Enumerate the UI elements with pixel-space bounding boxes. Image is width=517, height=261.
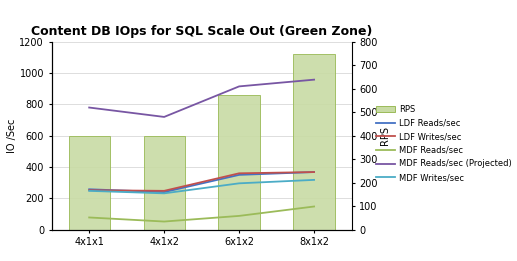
Legend: RPS, LDF Reads/sec, LDF Writes/sec, MDF Reads/sec, MDF Reads/sec (Projected), MD: RPS, LDF Reads/sec, LDF Writes/sec, MDF … xyxy=(376,105,512,182)
Bar xyxy=(219,95,260,230)
Bar xyxy=(69,136,110,230)
Y-axis label: RPS: RPS xyxy=(381,126,390,145)
Y-axis label: IO /Sec: IO /Sec xyxy=(7,118,17,153)
Title: Content DB IOps for SQL Scale Out (Green Zone): Content DB IOps for SQL Scale Out (Green… xyxy=(31,25,372,38)
Bar xyxy=(294,54,334,230)
Bar xyxy=(144,136,185,230)
